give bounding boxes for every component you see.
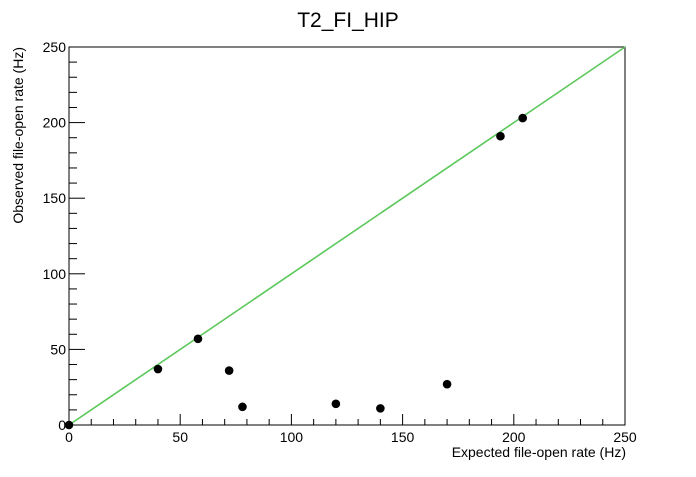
y-axis-ticks xyxy=(69,46,85,426)
data-point xyxy=(442,379,452,389)
x-tick-label: 200 xyxy=(502,429,526,445)
data-point xyxy=(331,399,341,409)
x-tick-label: 150 xyxy=(391,429,415,445)
data-point xyxy=(224,366,234,375)
y-axis-tick-labels: 0 50 100 150 200 250 xyxy=(43,39,67,433)
y-tick-label: 250 xyxy=(43,39,67,55)
plot-frame xyxy=(68,46,626,426)
data-point xyxy=(193,334,203,344)
x-tick-label: 0 xyxy=(65,429,73,445)
y-tick-label: 0 xyxy=(58,417,66,433)
data-point xyxy=(496,131,505,141)
x-axis-ticks xyxy=(68,414,626,425)
x-tick-label: 100 xyxy=(280,429,304,445)
y-tick-label: 50 xyxy=(50,341,66,357)
data-point xyxy=(153,364,163,374)
data-points xyxy=(64,113,527,430)
reference-line xyxy=(68,46,626,426)
y-tick-label: 200 xyxy=(43,115,67,131)
chart-title: T2_FI_HIP xyxy=(297,9,399,32)
data-point xyxy=(376,404,385,413)
x-axis-tick-labels: 0 50 100 150 200 250 xyxy=(65,429,637,445)
x-tick-label: 50 xyxy=(172,429,188,445)
x-axis-label: Expected file-open rate (Hz) xyxy=(452,444,626,460)
y-tick-label: 150 xyxy=(43,190,67,206)
data-point xyxy=(518,113,527,123)
y-tick-label: 100 xyxy=(43,266,67,282)
data-point xyxy=(238,402,247,412)
x-tick-label: 250 xyxy=(613,429,637,445)
y-axis-label: Observed file-open rate (Hz) xyxy=(10,47,26,224)
data-point xyxy=(64,420,74,430)
